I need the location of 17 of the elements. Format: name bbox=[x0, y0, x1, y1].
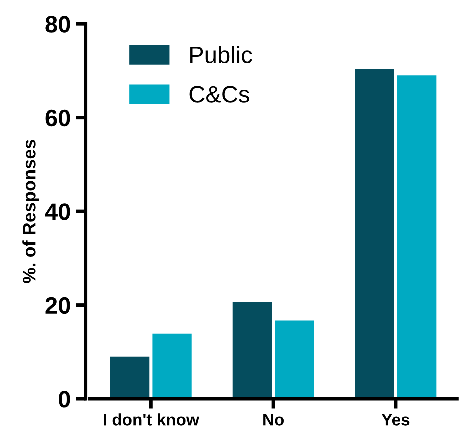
x-tick-label: Yes bbox=[382, 414, 410, 426]
y-tick-label: 80 bbox=[46, 16, 70, 33]
y-tick-label: 20 bbox=[46, 297, 70, 314]
y-axis-title: %. of Responses bbox=[22, 140, 40, 284]
bar bbox=[355, 70, 394, 400]
x-tick-label: I don't know bbox=[104, 414, 200, 426]
bar bbox=[275, 320, 314, 400]
bar bbox=[110, 356, 150, 400]
y-tick-label: 0 bbox=[59, 391, 70, 408]
y-tick-label: 40 bbox=[45, 204, 70, 220]
bar bbox=[152, 334, 192, 400]
legend-label: Public bbox=[190, 46, 252, 64]
bar bbox=[397, 76, 437, 400]
y-tick-label: 60 bbox=[46, 110, 70, 127]
x-tick-label: No bbox=[264, 414, 284, 426]
legend-label: C&Cs bbox=[190, 86, 250, 103]
bar bbox=[232, 302, 272, 400]
